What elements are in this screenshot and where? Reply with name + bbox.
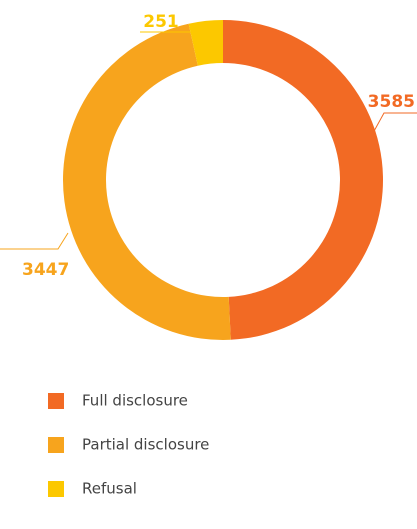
legend-label: Refusal [82, 480, 137, 498]
value-label: 3585 [368, 92, 415, 112]
donut-slice [223, 19, 384, 340]
leader-line [140, 31, 207, 41]
legend-label: Partial disclosure [82, 436, 209, 454]
value-label: 251 [143, 12, 179, 32]
leader-line [0, 232, 69, 250]
legend-swatch [48, 481, 64, 497]
legend-swatch [48, 393, 64, 409]
leader-line [372, 112, 417, 134]
value-label: 3447 [22, 260, 69, 280]
donut-slice [188, 20, 223, 66]
donut-slice [62, 23, 231, 340]
legend-swatch [48, 437, 64, 453]
legend-label: Full disclosure [82, 392, 188, 410]
